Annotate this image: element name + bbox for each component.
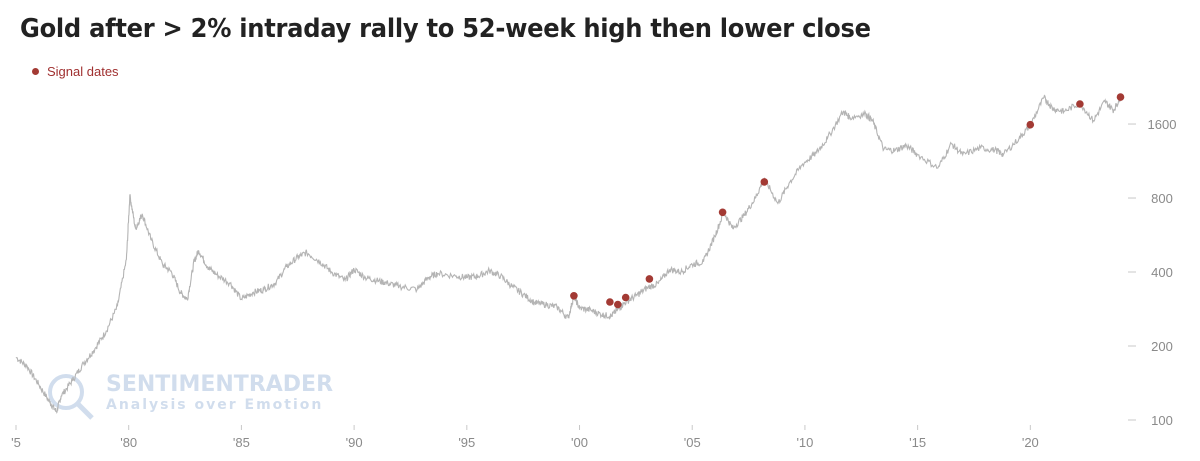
signal-point-4 xyxy=(621,293,630,302)
signal-point-5 xyxy=(645,275,654,283)
signal-point-6 xyxy=(718,208,727,217)
x-tick-label: '15 xyxy=(909,435,926,450)
price-series-line xyxy=(15,94,1122,414)
x-tick-label: '5 xyxy=(11,435,21,450)
x-tick-label: '90 xyxy=(346,435,363,450)
x-axis: '5 '80 '85 '90 '95 '00 '05 '10 '15 '20 xyxy=(11,425,1039,450)
y-tick-label: 200 xyxy=(1151,339,1173,354)
y-tick-label: 800 xyxy=(1151,191,1173,206)
watermark-tagline: Analysis over Emotion xyxy=(106,397,323,413)
y-tick-label: 100 xyxy=(1151,413,1173,428)
y-tick-label: 1600 xyxy=(1148,117,1177,132)
chart-title: Gold after > 2% intraday rally to 52-wee… xyxy=(20,14,871,44)
x-tick-label: '00 xyxy=(571,435,588,450)
legend: Signal dates xyxy=(32,64,119,79)
x-tick-label: '20 xyxy=(1022,435,1039,450)
legend-label: Signal dates xyxy=(47,64,119,79)
x-tick-label: '05 xyxy=(684,435,701,450)
y-axis: 100 200 400 800 1600 xyxy=(1128,117,1176,428)
signal-point-8 xyxy=(1026,120,1035,129)
magnifier-icon xyxy=(48,374,94,420)
legend-signal-marker xyxy=(32,68,39,75)
signal-markers xyxy=(570,93,1125,309)
signal-point-10 xyxy=(1116,93,1125,101)
signal-point-9 xyxy=(1076,100,1084,108)
x-tick-label: '85 xyxy=(233,435,250,450)
y-tick-label: 400 xyxy=(1151,265,1173,280)
x-tick-label: '80 xyxy=(120,435,137,450)
watermark: SENTIMENTRADER Analysis over Emotion xyxy=(48,372,333,420)
x-tick-label: '95 xyxy=(458,435,475,450)
signal-point-3 xyxy=(614,300,622,309)
x-tick-label: '10 xyxy=(796,435,813,450)
watermark-brand: SENTIMENTRADER xyxy=(106,372,333,397)
signal-point-1 xyxy=(570,292,578,300)
signal-point-2 xyxy=(606,298,614,306)
signal-point-7 xyxy=(760,178,769,186)
